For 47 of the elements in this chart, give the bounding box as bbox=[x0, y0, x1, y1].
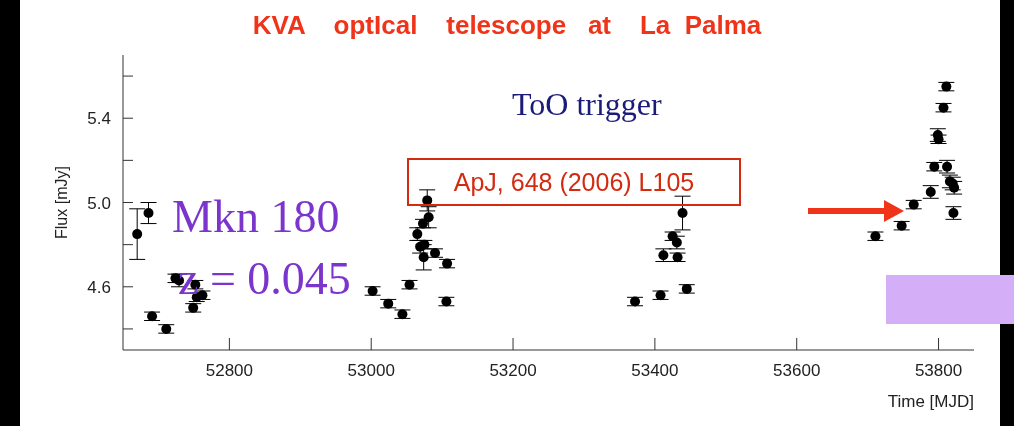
point bbox=[870, 231, 881, 242]
y-tick-label: 5.4 bbox=[87, 109, 111, 129]
point bbox=[188, 302, 199, 313]
point bbox=[948, 208, 959, 219]
point bbox=[677, 208, 688, 219]
point bbox=[423, 212, 434, 223]
annotation: Mkn 180 bbox=[172, 190, 340, 243]
chart-title: KVA optIcal telescope at La Palma bbox=[251, 10, 763, 41]
point bbox=[672, 252, 683, 263]
point bbox=[681, 283, 692, 294]
annotation: ApJ, 648 (2006) L105 bbox=[407, 158, 741, 206]
point bbox=[417, 218, 428, 229]
point bbox=[942, 161, 953, 172]
point bbox=[418, 252, 429, 263]
point bbox=[161, 323, 172, 334]
y-tick-label: 5.0 bbox=[87, 193, 111, 213]
point bbox=[896, 220, 907, 231]
point bbox=[938, 102, 949, 113]
point bbox=[630, 296, 641, 307]
point bbox=[132, 229, 143, 240]
x-axis-title: Time [MJD] bbox=[887, 392, 974, 412]
point bbox=[925, 186, 936, 197]
point bbox=[908, 199, 919, 210]
point bbox=[147, 311, 158, 322]
x-tick-label: 53000 bbox=[347, 361, 395, 381]
y-axis-title: Flux [mJy] bbox=[52, 166, 70, 239]
annotation: ToO trigger bbox=[512, 86, 662, 123]
point bbox=[442, 258, 453, 269]
point bbox=[367, 286, 378, 296]
x-tick-label: 53600 bbox=[773, 361, 821, 381]
point bbox=[671, 237, 682, 248]
point bbox=[441, 296, 452, 307]
point bbox=[655, 290, 666, 301]
point bbox=[658, 250, 669, 261]
point bbox=[197, 290, 208, 301]
point bbox=[929, 161, 940, 172]
point bbox=[383, 298, 394, 309]
y-tick-label: 4.6 bbox=[87, 277, 111, 297]
x-tick-label: 53200 bbox=[489, 361, 537, 381]
point bbox=[430, 248, 441, 259]
point bbox=[419, 239, 430, 250]
x-tick-label: 53400 bbox=[631, 361, 679, 381]
point bbox=[397, 309, 408, 320]
point bbox=[143, 208, 154, 219]
point bbox=[941, 81, 952, 92]
x-tick-label: 53800 bbox=[914, 361, 963, 381]
x-tick-label: 52800 bbox=[205, 361, 254, 381]
